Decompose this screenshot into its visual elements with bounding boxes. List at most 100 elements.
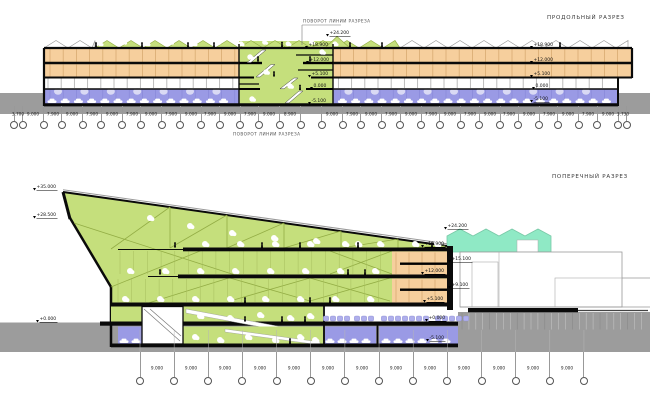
- grid-line: [310, 351, 312, 377]
- underground-parking: [325, 326, 376, 344]
- grid-line: [200, 105, 202, 121]
- elevation-mark: +5.100: [423, 297, 445, 303]
- grid-line: [344, 351, 346, 377]
- elevation-mark: +0.000: [36, 316, 58, 322]
- level-tick-icon: [33, 215, 36, 218]
- grid-line: [13, 105, 15, 121]
- grid-line: [239, 105, 241, 121]
- grid-line: [173, 351, 175, 377]
- grid-line: [481, 351, 482, 377]
- level-tick-icon: [310, 86, 313, 89]
- grid-line: [179, 105, 181, 121]
- dimension-label: 9.000: [522, 111, 536, 117]
- grid-bubble: [477, 376, 486, 385]
- grid-line: [399, 105, 401, 121]
- dimension-label: 9.000: [325, 111, 339, 117]
- grid-line: [161, 105, 163, 121]
- grid-bubble: [443, 376, 452, 385]
- dimension-label: 7.900: [46, 111, 59, 117]
- grid-bubble: [475, 120, 484, 129]
- elevation-mark: +18.900: [305, 42, 330, 48]
- grid-bubble: [272, 376, 281, 385]
- level-tick-icon: [306, 60, 309, 63]
- level-tick-icon: [448, 260, 451, 263]
- grid-bubble: [622, 120, 631, 129]
- transverse-title: ПОПЕРЕЧНЫЙ РАЗРЕЗ: [552, 173, 629, 180]
- grid-line: [557, 105, 559, 121]
- dimension-label: 9.000: [458, 365, 471, 371]
- longitudinal-title: ПРОДОЛЬНЫЙ РАЗРЕЗ: [547, 14, 625, 21]
- grid-bubble: [456, 120, 465, 129]
- dimension-label: 9.000: [404, 111, 417, 117]
- dimension-label: 9.000: [223, 111, 237, 117]
- dimension-label: 9.000: [219, 365, 232, 371]
- grid-line: [22, 105, 24, 121]
- elevation-mark: +0.000: [425, 316, 447, 322]
- grid-line: [300, 105, 302, 121]
- grid-line: [43, 105, 45, 121]
- grid-bubble: [236, 120, 245, 129]
- dimension-label: 9.000: [355, 365, 369, 371]
- dimension-label: 9.000: [390, 365, 403, 371]
- dimension-label: 9.000: [560, 365, 573, 371]
- grid-bubble: [57, 120, 66, 129]
- level-tick-icon: [530, 75, 533, 78]
- grid-bubble: [238, 376, 247, 385]
- grid-bubble: [574, 120, 583, 129]
- level-tick-icon: [425, 319, 428, 322]
- grid-line: [538, 105, 540, 121]
- dimension-label: 7.900: [424, 111, 437, 117]
- elevation-mark: 0.000: [532, 83, 550, 89]
- dimension-label: 7.900: [164, 111, 178, 117]
- grid-line: [617, 105, 619, 121]
- grid-line: [439, 105, 441, 121]
- dimension-label: 9.000: [145, 111, 158, 117]
- grid-bubble: [157, 120, 166, 129]
- grid-line: [276, 351, 278, 377]
- level-tick-icon: [308, 75, 311, 78]
- dimension-label: 9.000: [184, 111, 197, 117]
- escalator: [279, 77, 299, 90]
- grid-bubble: [375, 376, 384, 385]
- elevation-mark: +24.200: [444, 223, 469, 229]
- dimension-label: 9.000: [185, 365, 198, 371]
- grid-line: [626, 105, 628, 121]
- dimension-label: 7.900: [204, 111, 217, 117]
- grid-line: [378, 351, 380, 377]
- section-turn-label-top: ПОВОРОТ ЛИНИИ РАЗРЕЗА: [303, 19, 371, 24]
- grid-line: [279, 105, 281, 121]
- elevation-mark: +9.100: [448, 283, 470, 289]
- level-tick-icon: [326, 34, 329, 37]
- dimension-label: 9.000: [562, 111, 575, 117]
- grid-bubble: [204, 376, 213, 385]
- dimension-label: 9.000: [526, 365, 539, 371]
- grid-bubble: [435, 120, 444, 129]
- dimension-label: 9.000: [424, 365, 437, 371]
- grid-bubble: [614, 120, 623, 129]
- grid-line: [381, 105, 383, 121]
- grid-line: [412, 351, 414, 377]
- grid-line: [342, 105, 344, 121]
- grid-line: [596, 105, 598, 121]
- level-tick-icon: [444, 226, 447, 229]
- dimension-label: 7.900: [503, 111, 516, 117]
- grid-line: [321, 105, 323, 121]
- grid-bubble: [306, 376, 315, 385]
- grid-bubble: [215, 120, 224, 129]
- grid-bubble: [409, 376, 418, 385]
- dimension-label: 7.900: [125, 111, 138, 117]
- dimension-label: 9.000: [287, 365, 300, 371]
- grid-line: [446, 351, 448, 377]
- section-wall: [447, 246, 453, 310]
- grid-bubble: [553, 120, 562, 129]
- grid-line: [515, 351, 517, 377]
- dimension-label: 7.900: [385, 111, 398, 117]
- elevation-mark: +35.000: [33, 185, 58, 191]
- grid-line: [517, 105, 519, 121]
- level-tick-icon: [421, 272, 424, 275]
- grid-line: [61, 105, 63, 121]
- grid-bubble: [340, 376, 349, 385]
- elevation-mark: +5.100: [530, 72, 552, 78]
